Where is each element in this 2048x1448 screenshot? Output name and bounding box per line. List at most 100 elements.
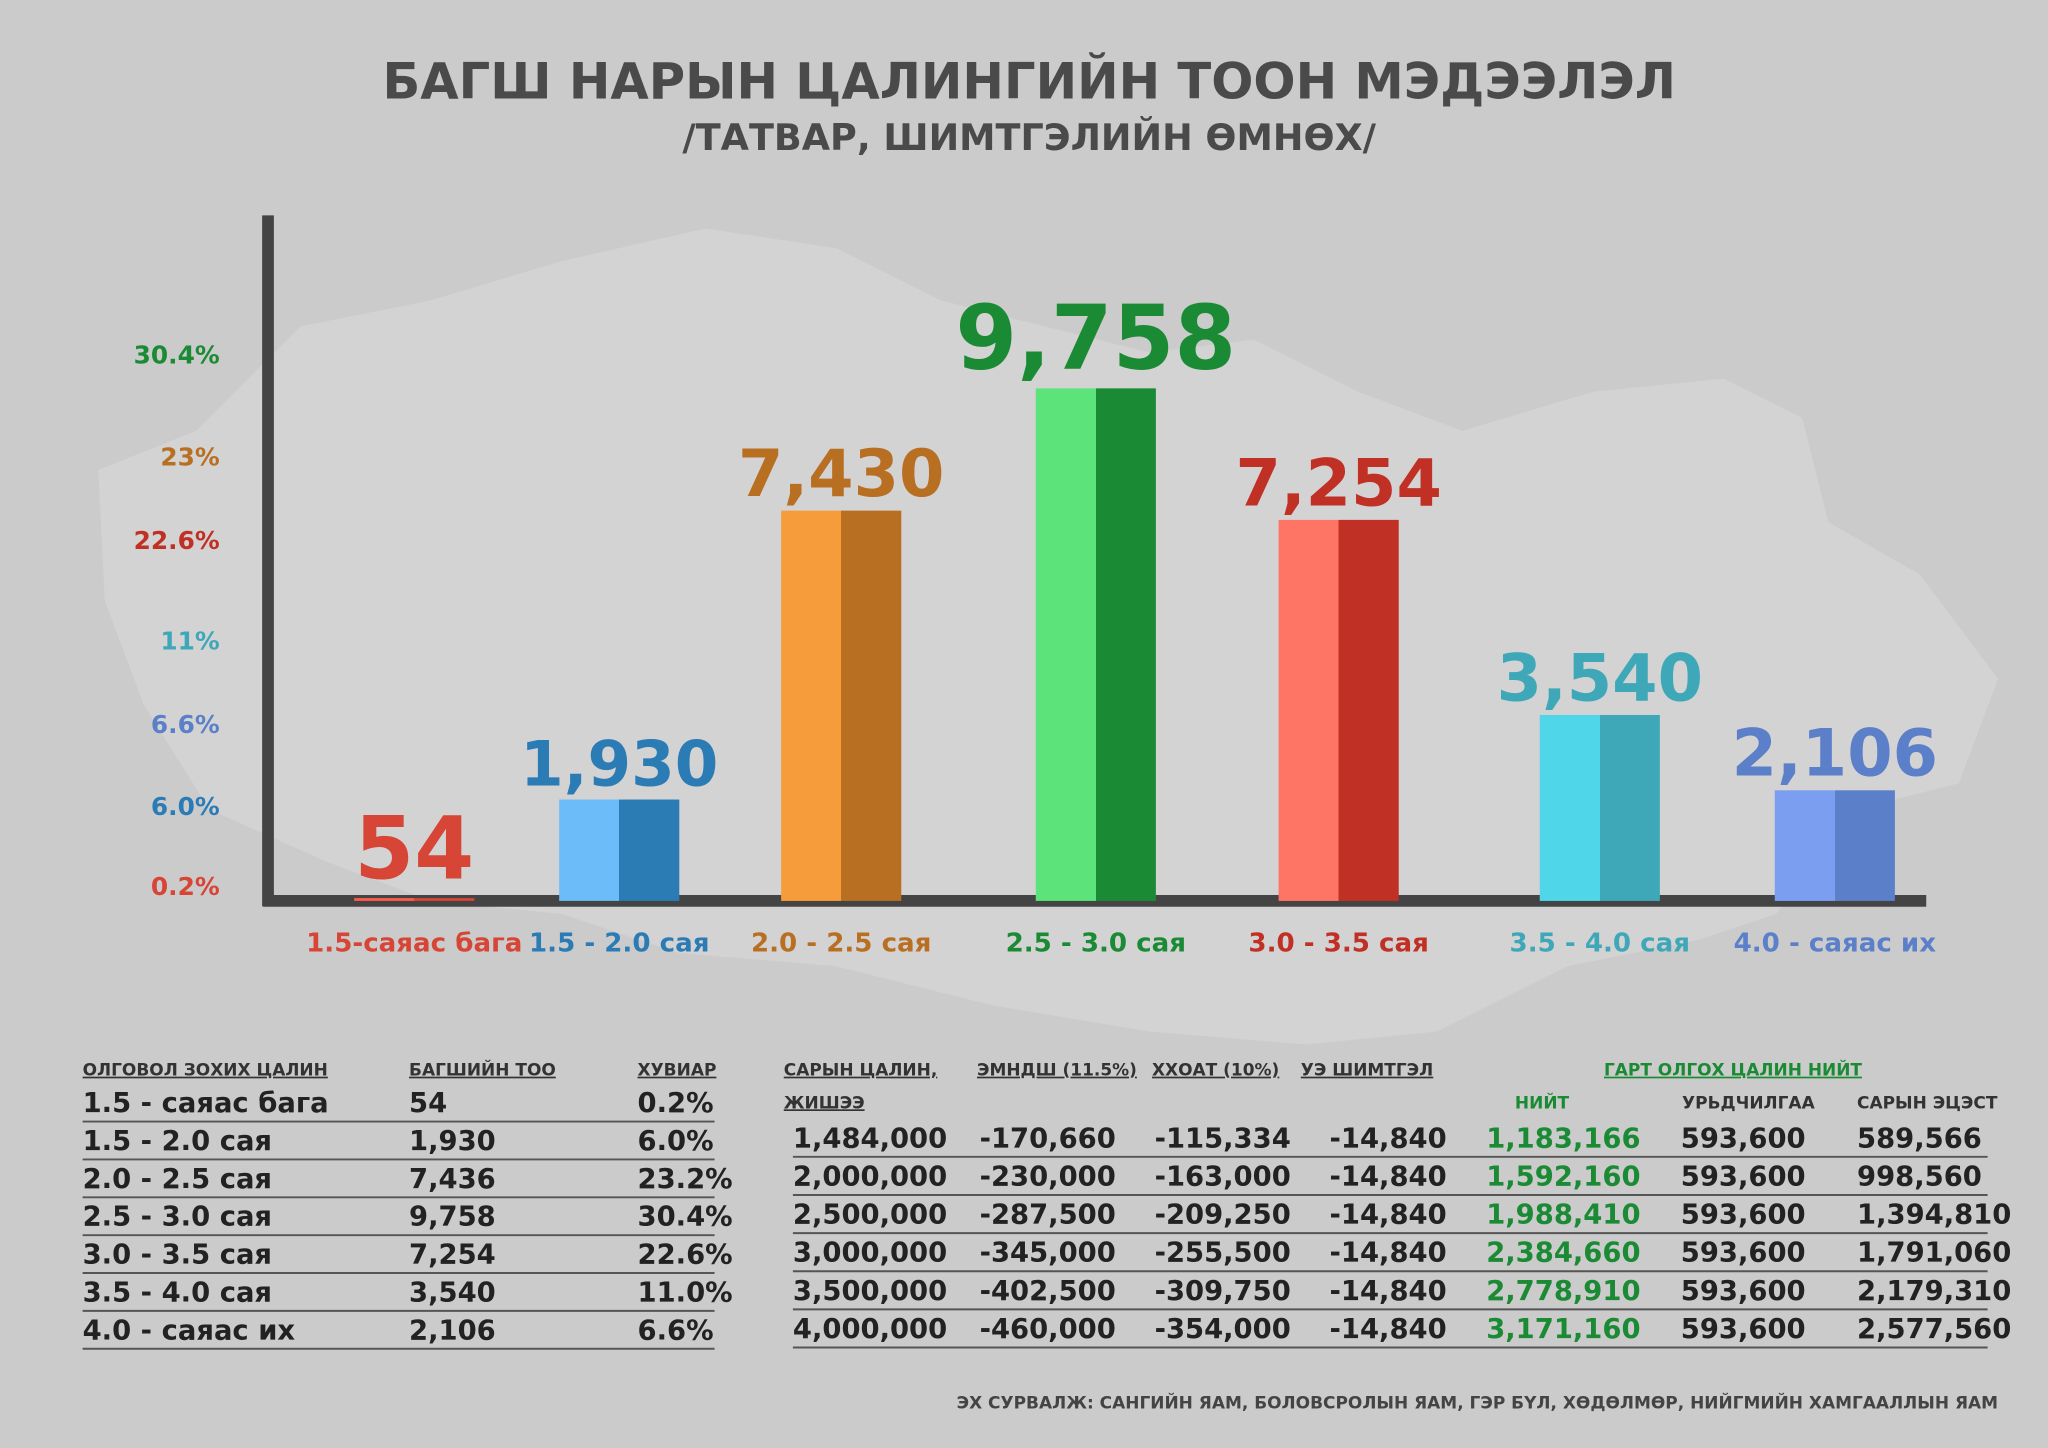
table-cell: -460,000: [980, 1314, 1116, 1345]
x-tick-label: 3.5 - 4.0 сая: [1510, 929, 1690, 959]
table-cell: 22.6%: [638, 1240, 733, 1271]
value-label: 7,254: [1235, 445, 1441, 521]
table-cell: 3,000,000: [793, 1238, 947, 1269]
table-cell: 2,577,560: [1857, 1314, 2011, 1345]
table-cell: -354,000: [1155, 1314, 1291, 1345]
table-cell: 7,254: [409, 1240, 496, 1271]
table-header: САРЫН ЭЦЭСТ: [1857, 1093, 1998, 1113]
table-cell: 1,394,810: [1857, 1200, 2011, 1231]
table-cell: 54: [409, 1088, 447, 1119]
chart-subtitle: /ТАТВАР, ШИМТГЭЛИЙН ӨМНӨХ/: [682, 115, 1376, 159]
table-cell: 7,436: [409, 1164, 496, 1195]
table-cell: 0.2%: [638, 1088, 714, 1119]
value-label: 1,930: [520, 727, 718, 800]
percent-label: 30.4%: [134, 340, 220, 369]
table-header: УЭ ШИМТГЭЛ: [1301, 1061, 1433, 1081]
table-header: НИЙТ: [1515, 1091, 1570, 1113]
table-cell: 4,000,000: [793, 1314, 947, 1345]
table-cell: -14,840: [1330, 1238, 1447, 1269]
chart-title: БАГШ НАРЫН ЦАЛИНГИЙН ТООН МЭДЭЭЛЭЛ: [382, 51, 1676, 110]
table-cell: 1,791,060: [1857, 1238, 2011, 1269]
percent-label: 11%: [160, 626, 220, 655]
table-cell: 1,484,000: [793, 1123, 947, 1154]
table-cell: 11.0%: [638, 1277, 733, 1308]
table-cell: 1,988,410: [1486, 1200, 1640, 1231]
table-header: САРЫН ЦАЛИН,: [784, 1061, 938, 1081]
table-cell: 593,600: [1681, 1161, 1806, 1192]
table-cell: 6.6%: [638, 1315, 714, 1346]
percent-label: 6.6%: [151, 710, 220, 739]
table-header: ХУВИАР: [638, 1061, 717, 1081]
table-cell: 30.4%: [638, 1202, 733, 1233]
table-header: УРЬДЧИЛГАА: [1682, 1093, 1816, 1113]
x-tick-label: 1.5-саяас бага: [306, 929, 522, 959]
table-cell: -309,750: [1155, 1276, 1291, 1307]
value-label: 54: [354, 799, 474, 899]
table-header: ХХОАТ (10%): [1152, 1061, 1279, 1081]
percent-label: 22.6%: [134, 526, 220, 555]
table-cell: -163,000: [1155, 1161, 1291, 1192]
value-label: 9,758: [955, 286, 1236, 389]
table-cell: 593,600: [1681, 1200, 1806, 1231]
value-label: 2,106: [1732, 716, 1938, 792]
table-cell: 9,758: [409, 1202, 496, 1233]
table-header: БАГШИЙН ТОО: [409, 1059, 556, 1081]
table-cell: 2,778,910: [1486, 1276, 1640, 1307]
table-cell: 4.0 - саяас их: [83, 1315, 296, 1346]
bar: [781, 510, 902, 901]
value-label: 3,540: [1497, 640, 1703, 716]
table-cell: -14,840: [1330, 1314, 1447, 1345]
table-cell: -14,840: [1330, 1123, 1447, 1154]
table-cell: -287,500: [980, 1200, 1116, 1231]
bar: [1539, 714, 1660, 901]
table-cell: 2,179,310: [1857, 1276, 2011, 1307]
group-header: ГАРТ ОЛГОХ ЦАЛИН НИЙТ: [1604, 1059, 1862, 1081]
table-cell: 3.5 - 4.0 сая: [83, 1277, 272, 1308]
percent-label: 23%: [160, 442, 220, 471]
x-tick-label: 4.0 - саяас их: [1734, 929, 1937, 959]
table-cell: 2,106: [409, 1315, 496, 1346]
table-cell: 2.5 - 3.0 сая: [83, 1202, 272, 1233]
table-cell: -170,660: [980, 1123, 1116, 1154]
table-cell: 2,500,000: [793, 1200, 947, 1231]
table-cell: 23.2%: [638, 1164, 733, 1195]
x-tick-label: 3.0 - 3.5 сая: [1248, 929, 1428, 959]
table-cell: 1,592,160: [1486, 1161, 1640, 1192]
table-cell: 2.0 - 2.5 сая: [83, 1164, 272, 1195]
table-cell: 3,540: [409, 1277, 496, 1308]
table-cell: -115,334: [1155, 1123, 1291, 1154]
table-cell: 593,600: [1681, 1314, 1806, 1345]
table-cell: -402,500: [980, 1276, 1116, 1307]
source-note: ЭХ СУРВАЛЖ: САНГИЙН ЯАМ, БОЛОВСРОЛЫН ЯАМ…: [957, 1392, 1998, 1414]
table-cell: 3,171,160: [1486, 1314, 1640, 1345]
table-cell: -209,250: [1155, 1200, 1291, 1231]
table-cell: 589,566: [1857, 1123, 1982, 1154]
table-cell: 593,600: [1681, 1276, 1806, 1307]
bar: [559, 799, 680, 901]
bar: [1035, 388, 1156, 901]
x-tick-label: 1.5 - 2.0 сая: [529, 929, 709, 959]
bar: [1278, 519, 1399, 901]
table-cell: -14,840: [1330, 1276, 1447, 1307]
table-cell: 1.5 - саяас бага: [83, 1088, 329, 1119]
x-tick-label: 2.0 - 2.5 сая: [751, 929, 931, 959]
table-cell: 2,384,660: [1486, 1238, 1640, 1269]
table-cell: -14,840: [1330, 1161, 1447, 1192]
table-cell: 1,183,166: [1486, 1123, 1640, 1154]
table-header: ЖИШЭЭ: [784, 1093, 865, 1113]
table-header: ОЛГОВОЛ ЗОХИХ ЦАЛИН: [83, 1061, 328, 1081]
table-cell: 593,600: [1681, 1123, 1806, 1154]
table-cell: 2,000,000: [793, 1161, 947, 1192]
percent-label: 0.2%: [151, 872, 220, 901]
x-tick-label: 2.5 - 3.0 сая: [1006, 929, 1186, 959]
table-cell: -14,840: [1330, 1200, 1447, 1231]
table-cell: -345,000: [980, 1238, 1116, 1269]
bar: [1774, 790, 1895, 901]
table-cell: 593,600: [1681, 1238, 1806, 1269]
table-cell: -230,000: [980, 1161, 1116, 1192]
table-cell: 1.5 - 2.0 сая: [83, 1126, 272, 1157]
table-cell: 1,930: [409, 1126, 496, 1157]
table-cell: 6.0%: [638, 1126, 714, 1157]
